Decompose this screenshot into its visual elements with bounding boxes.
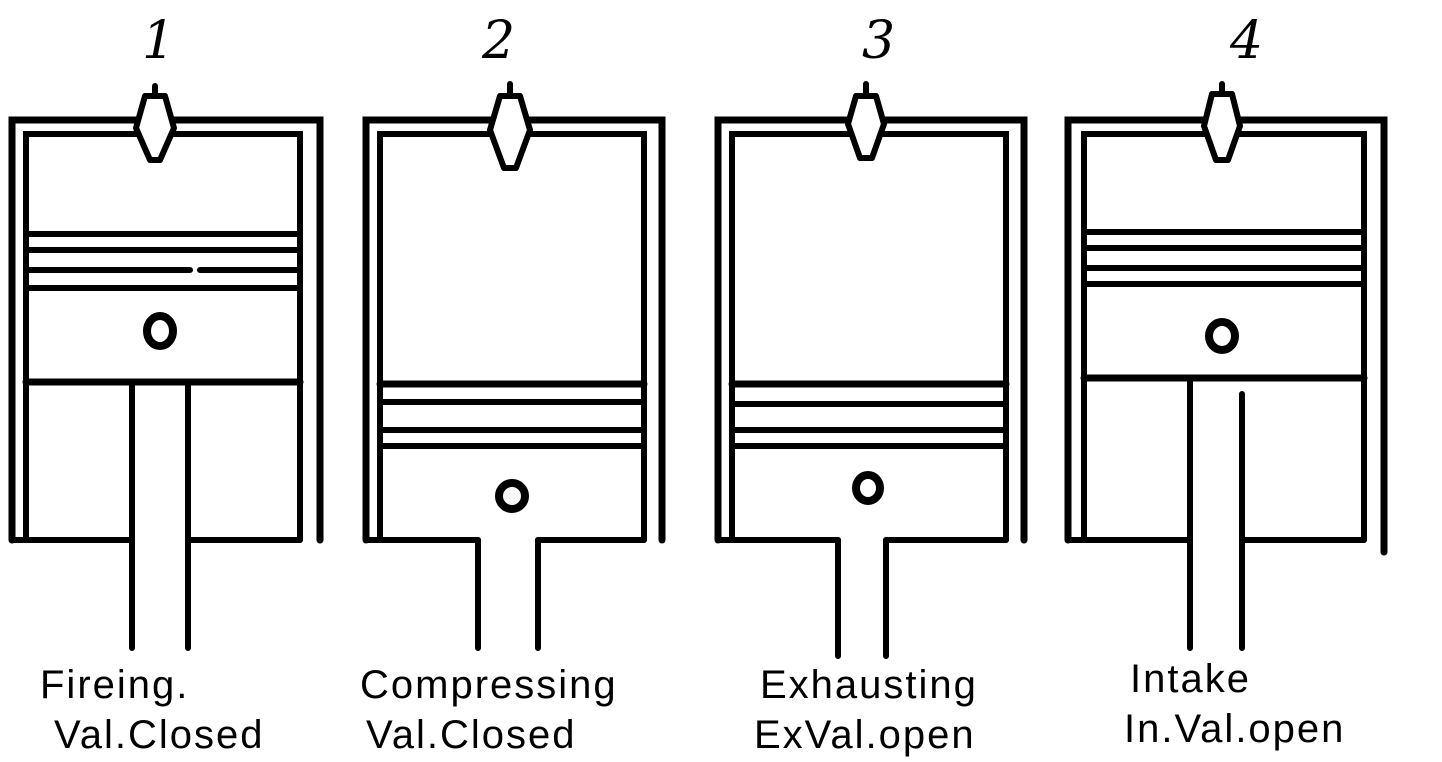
panel-number-3: 3 (862, 11, 895, 71)
panel-3-label-line2: ExVal.open (754, 713, 976, 757)
wrist-pin-1 (143, 312, 177, 350)
panel-3: 3 Exhausting ExVal.open (714, 11, 1028, 757)
wrist-pin-4 (1205, 318, 1239, 354)
panel-number-2: 2 (481, 11, 515, 71)
connecting-rod-2 (475, 537, 541, 651)
valve-2 (487, 81, 533, 171)
piston-1 (22, 231, 304, 386)
valve-4 (1201, 81, 1243, 163)
panel-1-label-line2: Val.Closed (54, 713, 264, 757)
valve-1 (133, 83, 177, 163)
cylinder-4 (1064, 116, 1388, 556)
piston-4 (1080, 229, 1368, 382)
connecting-rod-4 (1187, 379, 1245, 651)
panel-4-label-line1: Intake (1130, 657, 1251, 701)
panel-2-label-line1: Compressing (360, 663, 618, 707)
panel-2-label-line2: Val.Closed (366, 713, 576, 757)
panel-2: 2 Compressing Val.Closed (360, 11, 666, 757)
connecting-rod-1 (129, 379, 191, 651)
panel-4: 4 Intake In.Val.open (1064, 11, 1388, 751)
panel-4-label-line2: In.Val.open (1124, 707, 1345, 751)
wrist-pin-3 (852, 471, 884, 505)
piston-2 (376, 380, 648, 513)
cylinder-2 (362, 116, 666, 544)
connecting-rod-3 (835, 537, 889, 659)
wrist-pin-2 (495, 479, 529, 513)
panel-3-label-line1: Exhausting (760, 663, 978, 707)
cylinder-1 (8, 116, 324, 544)
piston-3 (728, 380, 1010, 505)
panel-number-4: 4 (1229, 11, 1263, 71)
panel-number-1: 1 (142, 11, 175, 71)
panel-1-label-line1: Fireing. (40, 663, 189, 707)
valve-3 (845, 81, 887, 161)
panel-1: 1 Fireing. Val.Closed (8, 11, 324, 757)
